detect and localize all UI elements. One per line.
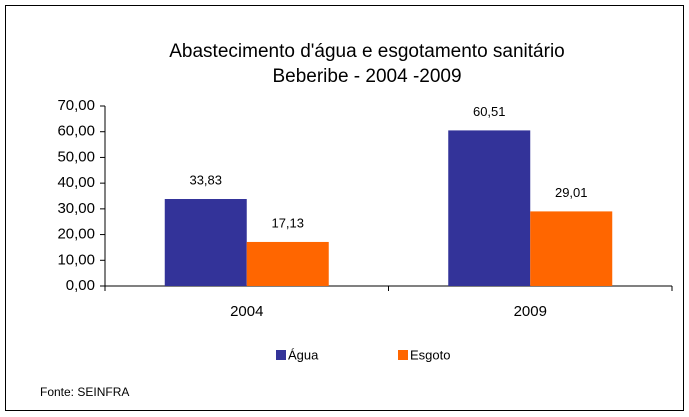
bar bbox=[448, 130, 531, 286]
y-tick-label: 30,00 bbox=[57, 200, 95, 217]
y-tick-label: 40,00 bbox=[57, 174, 95, 191]
value-label: 17,13 bbox=[271, 215, 304, 230]
bar bbox=[164, 199, 247, 286]
chart-title: Abastecimento d'água e esgotamento sanit… bbox=[169, 41, 565, 62]
x-tick-label: 2004 bbox=[230, 303, 263, 320]
legend-swatch bbox=[398, 350, 408, 360]
legend-swatch bbox=[276, 350, 286, 360]
legend-label: Esgoto bbox=[410, 347, 450, 362]
y-tick-label: 0,00 bbox=[66, 277, 95, 294]
x-tick-label: 2009 bbox=[514, 303, 547, 320]
chart-subtitle: Beberibe - 2004 -2009 bbox=[272, 66, 461, 87]
bar bbox=[530, 211, 613, 286]
value-label: 60,51 bbox=[473, 104, 506, 119]
legend-label: Água bbox=[288, 347, 319, 362]
value-label: 33,83 bbox=[189, 172, 222, 187]
chart-frame bbox=[5, 5, 684, 411]
y-tick-label: 10,00 bbox=[57, 251, 95, 268]
bar bbox=[246, 241, 329, 286]
y-tick-label: 20,00 bbox=[57, 226, 95, 243]
y-tick-label: 60,00 bbox=[57, 123, 95, 140]
source: Fonte: SEINFRA bbox=[40, 385, 129, 399]
y-tick-label: 50,00 bbox=[57, 148, 95, 165]
y-tick-label: 70,00 bbox=[57, 97, 95, 114]
value-label: 29,01 bbox=[555, 185, 588, 200]
